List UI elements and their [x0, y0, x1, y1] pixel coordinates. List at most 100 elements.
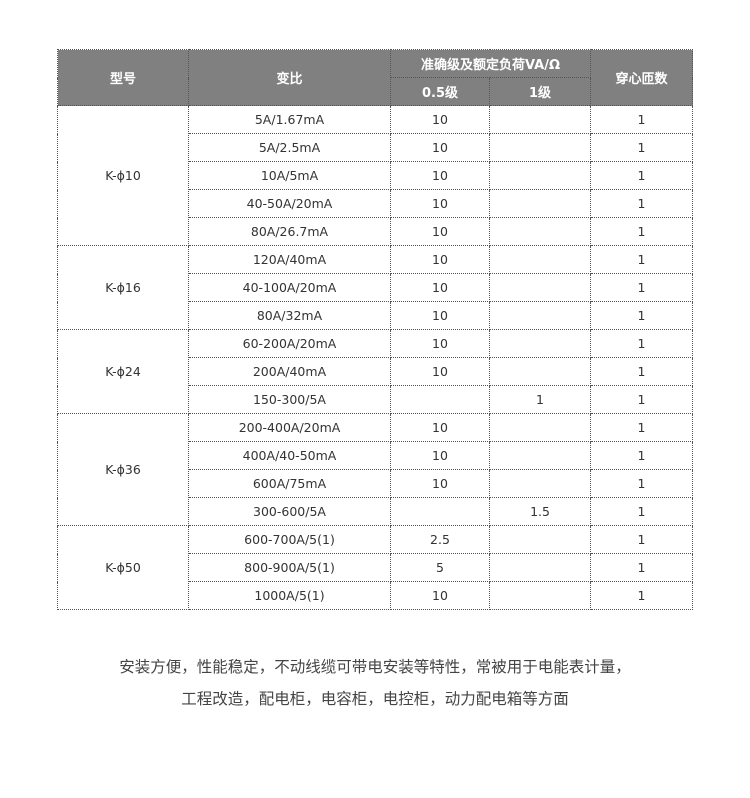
class-05-cell: 10 — [390, 133, 490, 162]
turns-cell: 1 — [590, 385, 694, 414]
header-turns: 穿心匝数 — [590, 49, 694, 106]
class-1-cell — [488, 189, 592, 218]
table-row: K-ϕ16 120A/40mA 10 1 — [57, 245, 694, 330]
class-05-cell: 10 — [390, 105, 490, 134]
class-05-cell: 10 — [390, 413, 490, 442]
class-05-cell: 10 — [390, 469, 490, 498]
class-05-cell: 10 — [390, 245, 490, 274]
header-accuracy: 准确级及额定负荷VA/Ω — [389, 49, 592, 78]
ratio-cell: 400A/40-50mA — [188, 441, 391, 470]
class-05-cell — [390, 497, 490, 526]
class-1-cell — [488, 105, 592, 134]
turns-cell: 1 — [590, 525, 694, 554]
table-row: K-ϕ50 600-700A/5(1) 2.5 1 — [57, 525, 694, 610]
class-1-cell — [488, 273, 592, 302]
ratio-cell: 600A/75mA — [188, 469, 391, 498]
class-1-cell — [488, 553, 592, 582]
table-row: K-ϕ36 200-400A/20mA 10 1 — [57, 413, 694, 526]
table-row: 400A/40-50mA 10 1 — [58, 441, 694, 470]
class-1-cell — [488, 217, 592, 246]
class-1-cell — [488, 413, 592, 442]
class-1-cell — [488, 245, 592, 274]
header-ratio: 变比 — [188, 49, 391, 106]
header-model: 型号 — [57, 49, 189, 106]
turns-cell: 1 — [590, 105, 694, 134]
ratio-cell: 600-700A/5(1) — [188, 525, 391, 554]
class-1-cell — [488, 329, 592, 358]
class-1-cell — [488, 581, 592, 610]
ratio-cell: 40-100A/20mA — [188, 273, 391, 302]
class-05-cell: 10 — [390, 581, 490, 610]
ratio-cell: 300-600/5A — [188, 497, 391, 526]
class-05-cell — [390, 385, 490, 414]
header-class-05: 0.5级 — [390, 77, 490, 106]
table-row: 300-600/5A 1.5 1 — [58, 497, 694, 526]
turns-cell: 1 — [590, 469, 694, 498]
class-05-cell: 10 — [390, 329, 490, 358]
ratio-cell: 1000A/5(1) — [188, 581, 391, 610]
turns-cell: 1 — [590, 133, 694, 162]
model-cell: K-ϕ24 — [57, 329, 189, 414]
class-1-cell — [488, 133, 592, 162]
table-row: K-ϕ10 5A/1.67mA 10 1 — [57, 105, 694, 246]
class-05-cell: 2.5 — [390, 525, 490, 554]
turns-cell: 1 — [590, 413, 694, 442]
turns-cell: 1 — [590, 245, 694, 274]
description-line-1: 安装方便，性能稳定，不动线缆可带电安装等特性，常被用于电能表计量， — [119, 658, 631, 676]
turns-cell: 1 — [590, 497, 694, 526]
ratio-cell: 200-400A/20mA — [188, 413, 391, 442]
model-cell: K-ϕ36 — [57, 413, 189, 526]
ratio-cell: 60-200A/20mA — [188, 329, 391, 358]
class-05-cell: 10 — [390, 161, 490, 190]
class-1-cell — [488, 525, 592, 554]
table-row: 5A/2.5mA 10 1 — [58, 133, 694, 162]
table-row: 800-900A/5(1) 5 1 — [58, 553, 694, 582]
turns-cell: 1 — [590, 581, 694, 610]
table-row: 40-50A/20mA 10 1 — [58, 189, 694, 218]
turns-cell: 1 — [590, 357, 694, 386]
model-cell: K-ϕ50 — [57, 525, 189, 610]
turns-cell: 1 — [590, 553, 694, 582]
model-cell: K-ϕ16 — [57, 245, 189, 330]
spec-table: 型号 变比 准确级及额定负荷VA/Ω 穿心匝数 0.5级 1级 K-ϕ10 5A/1.67… — [57, 49, 694, 610]
ratio-cell: 80A/26.7mA — [188, 217, 391, 246]
ratio-cell: 40-50A/20mA — [188, 189, 391, 218]
class-05-cell: 10 — [390, 441, 490, 470]
class-05-cell: 10 — [390, 357, 490, 386]
class-1-cell — [488, 357, 592, 386]
turns-cell: 1 — [590, 273, 694, 302]
turns-cell: 1 — [590, 441, 694, 470]
table-row: 40-100A/20mA 10 1 — [58, 273, 694, 302]
turns-cell: 1 — [590, 189, 694, 218]
table-row: K-ϕ24 60-200A/20mA 10 1 — [57, 329, 694, 414]
class-05-cell: 10 — [390, 301, 490, 330]
class-1-cell — [488, 301, 592, 330]
table-row: 80A/26.7mA 10 1 — [58, 217, 694, 246]
ratio-cell: 200A/40mA — [188, 357, 391, 386]
class-1-cell: 1.5 — [488, 497, 592, 526]
ratio-cell: 80A/32mA — [188, 301, 391, 330]
turns-cell: 1 — [590, 217, 694, 246]
class-05-cell: 10 — [390, 273, 490, 302]
description-line-2: 工程改造，配电柜，电容柜，电控柜，动力配电箱等方面 — [181, 690, 569, 708]
table-row: 200A/40mA 10 1 — [58, 357, 694, 386]
turns-cell: 1 — [590, 301, 694, 330]
table-row: 80A/32mA 10 1 — [58, 301, 694, 330]
ratio-cell: 150-300/5A — [188, 385, 391, 414]
ratio-cell: 800-900A/5(1) — [188, 553, 391, 582]
table-row: 1000A/5(1) 10 1 — [58, 581, 694, 610]
class-1-cell: 1 — [488, 385, 592, 414]
class-1-cell — [488, 469, 592, 498]
model-cell: K-ϕ10 — [57, 105, 189, 246]
turns-cell: 1 — [590, 161, 694, 190]
class-1-cell — [488, 441, 592, 470]
turns-cell: 1 — [590, 329, 694, 358]
ratio-cell: 120A/40mA — [188, 245, 391, 274]
ratio-cell: 5A/1.67mA — [188, 105, 391, 134]
header-class-1: 1级 — [488, 77, 592, 106]
class-05-cell: 5 — [390, 553, 490, 582]
class-05-cell: 10 — [390, 217, 490, 246]
ratio-cell: 10A/5mA — [188, 161, 391, 190]
class-1-cell — [488, 161, 592, 190]
class-05-cell: 10 — [390, 189, 490, 218]
